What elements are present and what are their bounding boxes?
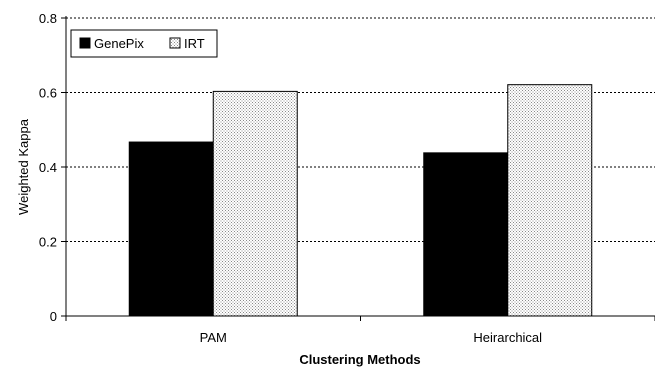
y-tick-label: 0.8 [39, 11, 57, 26]
tick-labels: 0 0.2 0.4 0.6 0.8 PAM Heirarchical [39, 11, 542, 345]
x-tick-label: Heirarchical [473, 330, 542, 345]
bar-irt-heirarchical [507, 84, 593, 317]
y-tick-label: 0.6 [39, 86, 57, 101]
legend: GenePix IRT [70, 29, 218, 58]
x-tick-label: PAM [200, 330, 227, 345]
bars [128, 84, 593, 317]
legend-box [70, 29, 218, 58]
bar-genepix-heirarchical [423, 152, 509, 317]
y-axis-title: Weighted Kappa [16, 118, 31, 215]
legend-swatch-genepix [79, 37, 91, 49]
bar-irt-pam [212, 90, 298, 317]
y-tick-label: 0.2 [39, 235, 57, 250]
legend-swatch-irt [169, 37, 181, 49]
y-tick-label: 0 [50, 309, 57, 324]
y-tick-label: 0.4 [39, 160, 57, 175]
x-axis-title: Clustering Methods [299, 352, 420, 367]
legend-label-irt: IRT [184, 36, 205, 51]
axes [61, 16, 655, 321]
legend-label-genepix: GenePix [94, 36, 144, 51]
bar-genepix-pam [128, 141, 214, 317]
